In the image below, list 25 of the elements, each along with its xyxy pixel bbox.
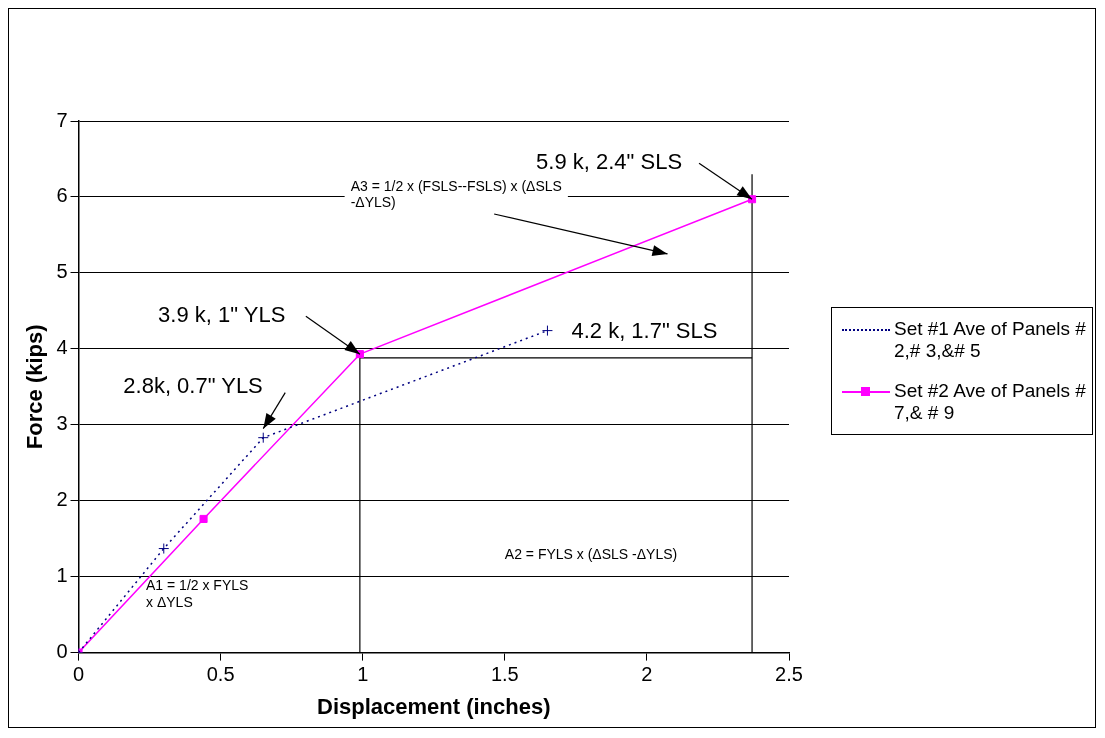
- x-axis-title: Displacement (inches): [317, 693, 551, 719]
- y-tick-label: 7: [56, 108, 68, 131]
- legend-label: Set #1 Ave of Panels # 2,# 3,&# 5: [894, 318, 1087, 362]
- y-tick-label: 0: [56, 640, 68, 663]
- annotation: 4.2 k, 1.7" SLS: [571, 317, 718, 343]
- annotation: A1 = 1/2 x FYLS x ΔYLS: [146, 577, 249, 611]
- annotation: A3 = 1/2 x (FSLS--FSLS) x (ΔSLS -ΔYLS): [350, 177, 562, 211]
- y-tick-label: 2: [56, 488, 68, 511]
- y-tick-label: 6: [56, 184, 68, 207]
- annotation: 5.9 k, 2.4" SLS: [536, 149, 683, 175]
- x-tick-label: 0: [72, 663, 85, 686]
- annotation: A2 = FYLS x (ΔSLS -ΔYLS): [504, 545, 678, 562]
- annotation: 2.8k, 0.7" YLS: [123, 372, 263, 398]
- annotation: 3.9 k, 1" YLS: [158, 302, 286, 328]
- x-tick-label: 1: [357, 663, 369, 686]
- y-axis-title: Force (kips): [22, 324, 48, 450]
- x-tick-label: 2: [641, 663, 653, 686]
- y-tick-label: 1: [56, 564, 68, 587]
- x-tick-label: 1.5: [490, 663, 519, 686]
- x-tick-label: 0.5: [206, 663, 235, 686]
- y-tick-label: 3: [56, 412, 68, 435]
- legend-label: Set #2 Ave of Panels # 7,& # 9: [894, 380, 1087, 424]
- x-tick-label: 2.5: [775, 663, 803, 686]
- y-tick-label: 4: [56, 336, 68, 359]
- y-tick-label: 5: [56, 260, 68, 283]
